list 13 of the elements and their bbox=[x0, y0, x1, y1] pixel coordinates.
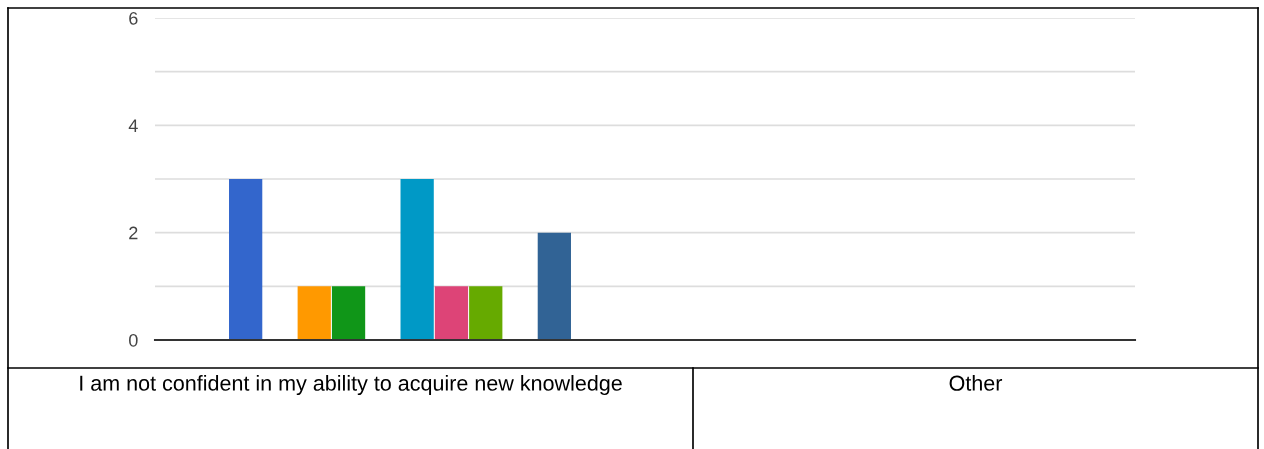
bar bbox=[469, 286, 503, 340]
y-tick-label: 4 bbox=[128, 119, 138, 132]
bar bbox=[297, 286, 331, 340]
bar bbox=[537, 232, 571, 340]
y-tick-label: 0 bbox=[129, 333, 138, 347]
bar bbox=[434, 286, 469, 340]
text: Other bbox=[949, 375, 1003, 391]
text: I am not confident in my ability to acquire new knowledge bbox=[80, 375, 622, 396]
bar bbox=[229, 179, 263, 340]
y-tick-label: 2 bbox=[129, 226, 138, 240]
bar bbox=[331, 286, 366, 340]
bar bbox=[400, 179, 434, 340]
y-tick-label: 6 bbox=[129, 11, 138, 25]
